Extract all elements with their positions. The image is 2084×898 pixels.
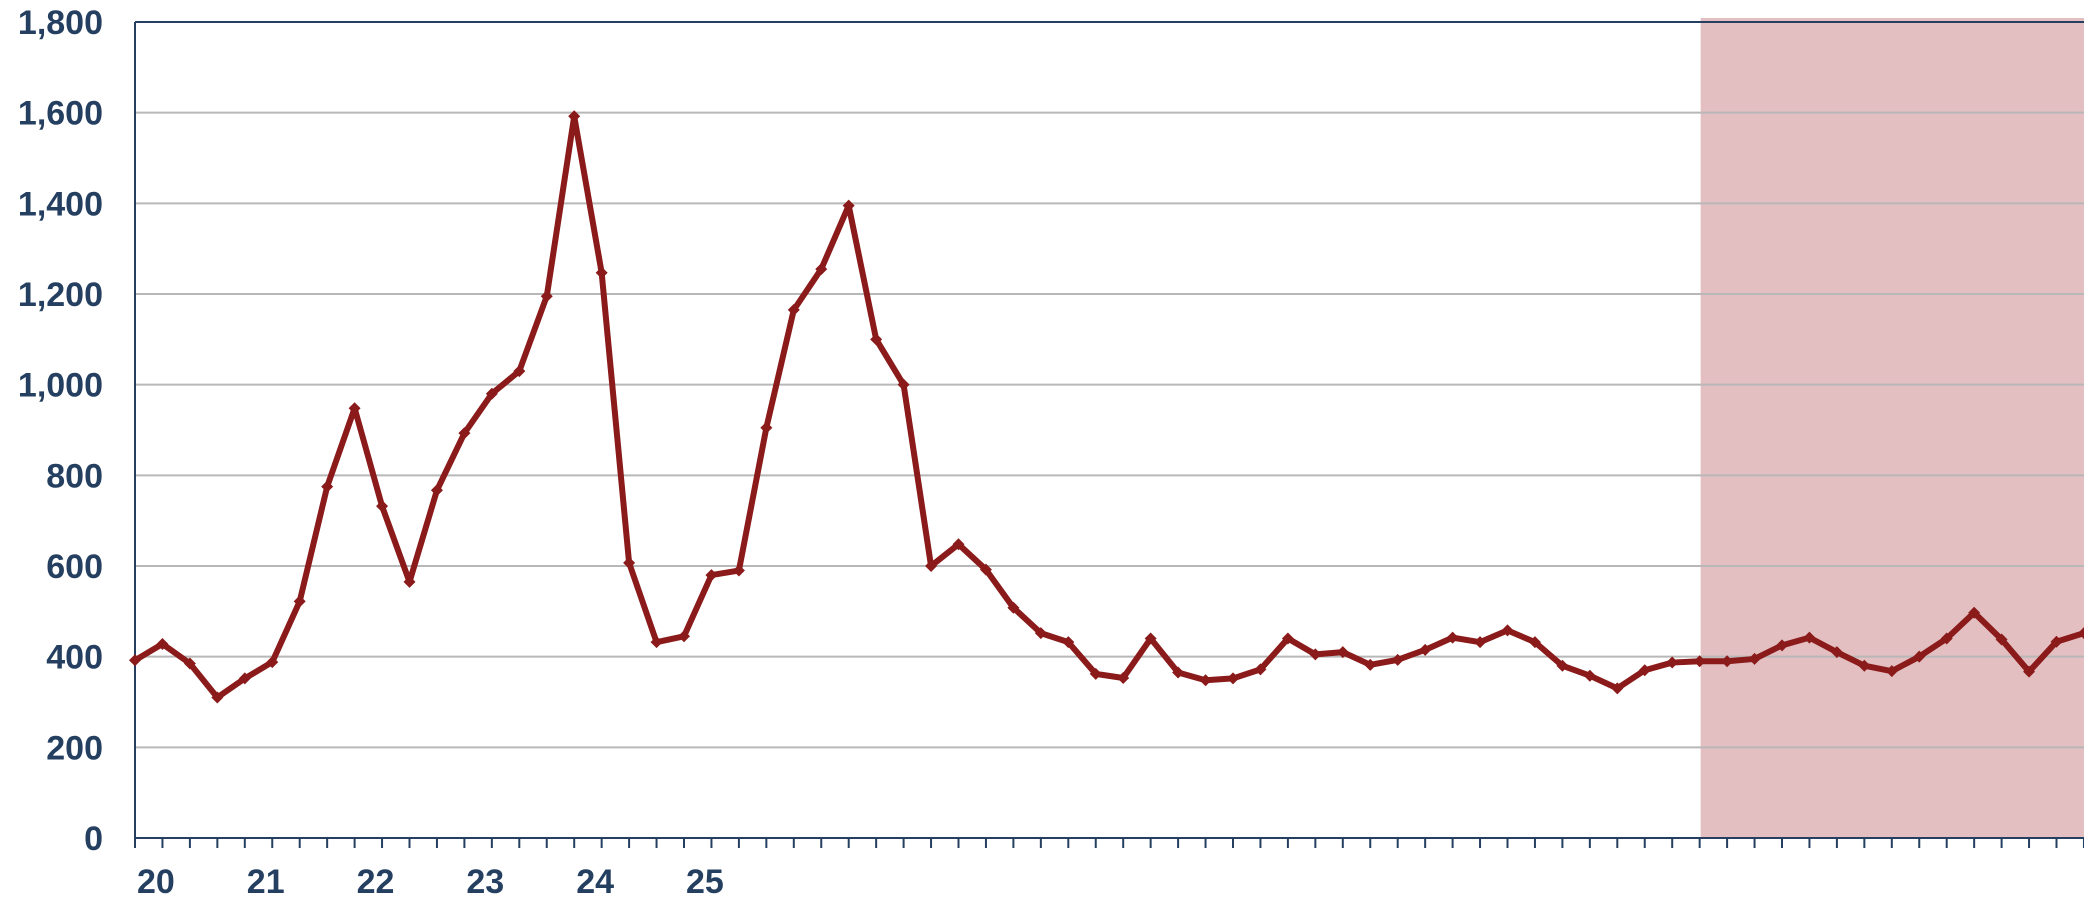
data-point bbox=[1583, 669, 1596, 682]
data-point bbox=[2077, 627, 2084, 640]
data-point bbox=[513, 365, 526, 378]
data-point bbox=[403, 575, 416, 588]
y-tick-label: 1,000 bbox=[18, 367, 103, 405]
data-point bbox=[1007, 601, 1020, 614]
data-point bbox=[1254, 663, 1267, 676]
data-point bbox=[1089, 667, 1102, 680]
data-point bbox=[1803, 631, 1816, 644]
shaded-region-rect bbox=[1700, 18, 2084, 838]
y-tick-label: 800 bbox=[46, 457, 103, 495]
data-point bbox=[925, 560, 938, 572]
data-point bbox=[1034, 627, 1047, 640]
data-point bbox=[1227, 672, 1239, 685]
data-point bbox=[1528, 636, 1541, 649]
data-point bbox=[211, 691, 224, 704]
series-line bbox=[132, 113, 2084, 701]
data-point bbox=[1693, 655, 1706, 668]
data-point bbox=[1995, 633, 2008, 646]
data-point bbox=[1501, 624, 1514, 637]
data-point bbox=[732, 564, 745, 577]
data-point bbox=[1611, 682, 1624, 695]
data-point bbox=[321, 480, 334, 493]
data-point bbox=[1391, 653, 1404, 666]
y-tick-label: 1,200 bbox=[18, 276, 103, 314]
data-point bbox=[1474, 636, 1487, 649]
data-point bbox=[1309, 648, 1322, 661]
y-tick-label: 200 bbox=[46, 729, 103, 767]
data-point bbox=[760, 421, 773, 434]
data-point bbox=[623, 556, 636, 569]
data-point bbox=[238, 672, 251, 685]
gridlines bbox=[135, 21, 2084, 749]
data-point bbox=[979, 563, 992, 576]
x-tick-label-25: 25 bbox=[686, 863, 724, 898]
data-point bbox=[348, 402, 361, 415]
data-point bbox=[870, 333, 883, 346]
data-point bbox=[705, 569, 718, 582]
data-point bbox=[1419, 643, 1432, 656]
data-point bbox=[1062, 636, 1075, 649]
y-tick-label: 400 bbox=[46, 639, 103, 677]
data-point bbox=[2023, 665, 2036, 678]
data-point bbox=[1638, 664, 1651, 677]
x-tick-label-23: 23 bbox=[466, 863, 504, 898]
data-point bbox=[266, 656, 279, 669]
data-point bbox=[430, 484, 443, 497]
y-tick-label: 1,800 bbox=[18, 4, 103, 42]
data-point bbox=[952, 538, 965, 551]
data-point bbox=[458, 427, 471, 440]
data-point bbox=[595, 266, 608, 279]
data-point bbox=[485, 387, 498, 400]
data-point bbox=[1556, 659, 1569, 672]
data-point bbox=[650, 636, 663, 649]
y-tick-label: 600 bbox=[46, 548, 103, 586]
data-point bbox=[540, 290, 553, 303]
data-point bbox=[376, 500, 389, 513]
y-tick-label: 1,600 bbox=[18, 95, 103, 133]
data-points bbox=[129, 110, 2084, 704]
data-point bbox=[1364, 658, 1377, 671]
data-point bbox=[1199, 674, 1212, 687]
data-point bbox=[1172, 666, 1185, 679]
data-point bbox=[1830, 646, 1843, 659]
x-tick-label-20: 20 bbox=[137, 863, 175, 898]
data-point bbox=[787, 303, 800, 316]
x-tick-label-22: 22 bbox=[357, 863, 395, 898]
data-point bbox=[1721, 655, 1734, 668]
data-point bbox=[1144, 632, 1157, 645]
data-point bbox=[156, 637, 169, 650]
y-tick-label: 0 bbox=[84, 820, 103, 858]
data-point bbox=[1666, 656, 1679, 669]
data-point bbox=[183, 657, 196, 670]
data-point bbox=[568, 110, 581, 123]
data-point bbox=[1885, 665, 1898, 678]
series-line-layer bbox=[132, 113, 2084, 701]
data-point bbox=[1281, 632, 1294, 645]
data-point bbox=[1748, 652, 1761, 665]
forecast-shaded-region bbox=[1700, 18, 2084, 838]
data-point bbox=[1336, 646, 1349, 659]
data-point bbox=[1858, 659, 1871, 672]
data-point bbox=[1913, 650, 1926, 663]
data-point bbox=[1968, 606, 1981, 619]
data-point bbox=[293, 595, 306, 608]
data-point bbox=[897, 378, 910, 391]
data-point bbox=[1940, 632, 1953, 645]
x-tick-label-24: 24 bbox=[576, 863, 614, 898]
data-point bbox=[1446, 631, 1459, 644]
data-point bbox=[1776, 639, 1788, 652]
data-point bbox=[129, 654, 141, 667]
y-tick-label: 1,400 bbox=[18, 185, 103, 223]
data-point bbox=[815, 263, 828, 276]
data-point bbox=[678, 630, 690, 643]
data-point bbox=[842, 199, 855, 212]
data-point bbox=[1117, 671, 1130, 684]
data-point bbox=[2050, 635, 2063, 648]
axes bbox=[134, 22, 2084, 848]
x-tick-label-21: 21 bbox=[247, 863, 285, 898]
tick-labels: 0 200 400 600 800 1,000 1,200 1,400 1,600 1,800 20… bbox=[18, 4, 724, 898]
